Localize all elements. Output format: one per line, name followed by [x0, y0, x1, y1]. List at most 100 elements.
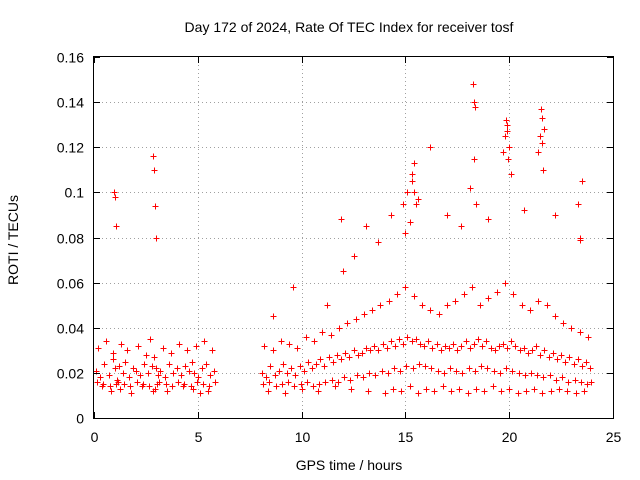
data-point	[290, 284, 297, 291]
data-point	[429, 345, 436, 352]
data-point	[504, 345, 511, 352]
data-point	[332, 383, 339, 390]
data-point	[540, 374, 547, 381]
data-point	[402, 230, 409, 237]
data-point	[463, 338, 470, 345]
data-point	[377, 302, 384, 309]
data-point	[478, 363, 485, 370]
data-point	[444, 212, 451, 219]
data-point	[340, 268, 347, 275]
data-point	[94, 379, 101, 386]
data-point	[458, 343, 465, 350]
data-point	[128, 390, 135, 397]
data-point	[322, 379, 329, 386]
data-point	[492, 347, 499, 354]
data-point	[454, 347, 461, 354]
data-point	[372, 372, 379, 379]
data-point	[360, 374, 367, 381]
data-point	[112, 365, 119, 372]
data-point	[575, 201, 582, 208]
data-point	[267, 363, 274, 370]
data-point	[519, 302, 526, 309]
data-point	[200, 381, 207, 388]
data-point	[502, 280, 509, 287]
data-point	[506, 386, 513, 393]
data-point	[535, 298, 542, 305]
data-point	[397, 368, 404, 375]
data-point	[584, 381, 591, 388]
data-point	[425, 338, 432, 345]
data-point	[400, 201, 407, 208]
data-point	[384, 345, 391, 352]
data-point	[297, 363, 304, 370]
data-point	[305, 359, 312, 366]
data-point	[535, 149, 542, 156]
x-tick-label: 25	[606, 429, 622, 445]
data-point	[205, 388, 212, 395]
data-point	[421, 343, 428, 350]
data-point	[160, 345, 167, 352]
y-tick-label: 0.02	[57, 366, 84, 382]
data-point	[186, 368, 193, 375]
data-point	[473, 201, 480, 208]
data-point	[588, 379, 595, 386]
data-point	[266, 379, 273, 386]
data-point	[298, 381, 305, 388]
data-point	[108, 388, 115, 395]
data-point	[103, 338, 110, 345]
data-point	[299, 386, 306, 393]
data-point	[458, 223, 465, 230]
data-point	[558, 352, 565, 359]
data-point	[111, 189, 118, 196]
data-point	[140, 381, 147, 388]
data-point	[539, 115, 546, 122]
data-point	[288, 365, 295, 372]
data-point	[270, 313, 277, 320]
data-point	[413, 336, 420, 343]
data-point	[272, 372, 279, 379]
data-point	[552, 212, 559, 219]
data-point	[315, 388, 322, 395]
data-point	[456, 386, 463, 393]
data-point	[550, 350, 557, 357]
data-point	[483, 338, 490, 345]
data-point	[565, 379, 572, 386]
plot-frame	[93, 56, 614, 419]
data-point	[363, 223, 370, 230]
data-point	[329, 377, 336, 384]
data-point	[469, 284, 476, 291]
data-point	[461, 291, 468, 298]
data-point	[553, 377, 560, 384]
data-point	[112, 194, 119, 201]
data-point	[502, 133, 509, 140]
data-point	[303, 334, 310, 341]
data-point	[440, 383, 447, 390]
data-point	[396, 336, 403, 343]
data-point	[319, 329, 326, 336]
data-point	[438, 347, 445, 354]
x-tick-label: 5	[195, 429, 203, 445]
data-point	[347, 377, 354, 384]
data-point	[579, 178, 586, 185]
x-tick-label: 15	[398, 429, 414, 445]
data-point	[95, 345, 102, 352]
data-point	[304, 379, 311, 386]
data-point	[560, 320, 567, 327]
data-point	[540, 167, 547, 174]
data-point	[330, 359, 337, 366]
data-point	[313, 361, 320, 368]
data-point	[115, 379, 122, 386]
data-point	[568, 325, 575, 332]
data-point	[448, 388, 455, 395]
data-point	[107, 383, 114, 390]
data-point	[422, 363, 429, 370]
data-point	[467, 345, 474, 352]
data-point	[585, 334, 592, 341]
chart-title: Day 172 of 2024, Rate Of TEC Index for r…	[185, 19, 514, 35]
data-point	[371, 343, 378, 350]
data-point	[506, 144, 513, 151]
data-point	[263, 374, 270, 381]
data-point	[110, 350, 117, 357]
data-point	[435, 368, 442, 375]
data-point	[436, 311, 443, 318]
